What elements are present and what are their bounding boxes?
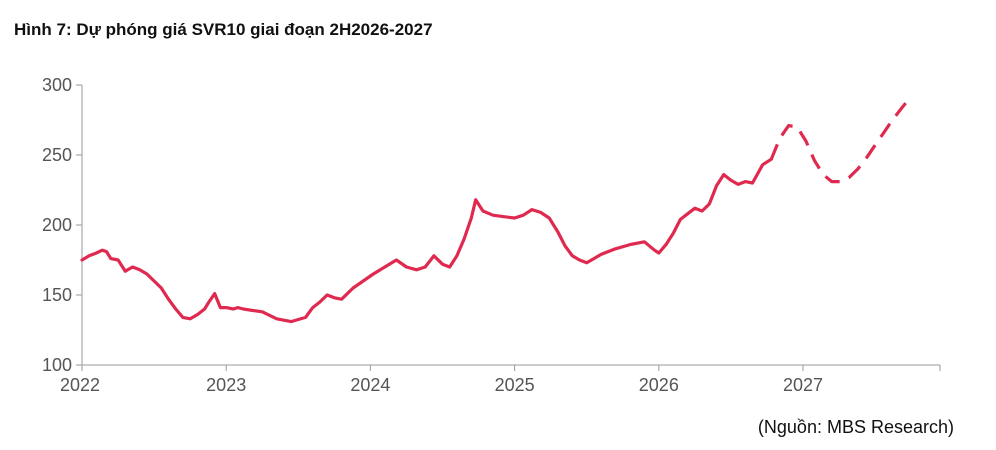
y-tick-label: 200	[42, 215, 72, 235]
x-tick-label: 2025	[495, 375, 535, 395]
historical-series-line	[80, 157, 773, 324]
x-tick-label: 2027	[783, 375, 823, 395]
series-layer	[80, 100, 909, 324]
y-tick-label: 250	[42, 145, 72, 165]
x-tick-label: 2026	[639, 375, 679, 395]
x-tick-label: 2022	[60, 375, 100, 395]
chart-title: Hình 7: Dự phóng giá SVR10 giai đoạn 2H2…	[14, 20, 433, 39]
y-tick-label: 100	[42, 355, 72, 375]
x-axis: 2022 2023 2024 2025 2026 2027	[60, 364, 941, 395]
y-axis: 100 150 200 250 300	[42, 75, 83, 375]
source-note: (Nguồn: MBS Research)	[757, 417, 954, 437]
x-tick-label: 2024	[350, 375, 390, 395]
forecast-series-line	[769, 100, 909, 184]
y-tick-label: 150	[42, 285, 72, 305]
y-tick-label: 300	[42, 75, 72, 95]
x-tick-label: 2023	[206, 375, 246, 395]
